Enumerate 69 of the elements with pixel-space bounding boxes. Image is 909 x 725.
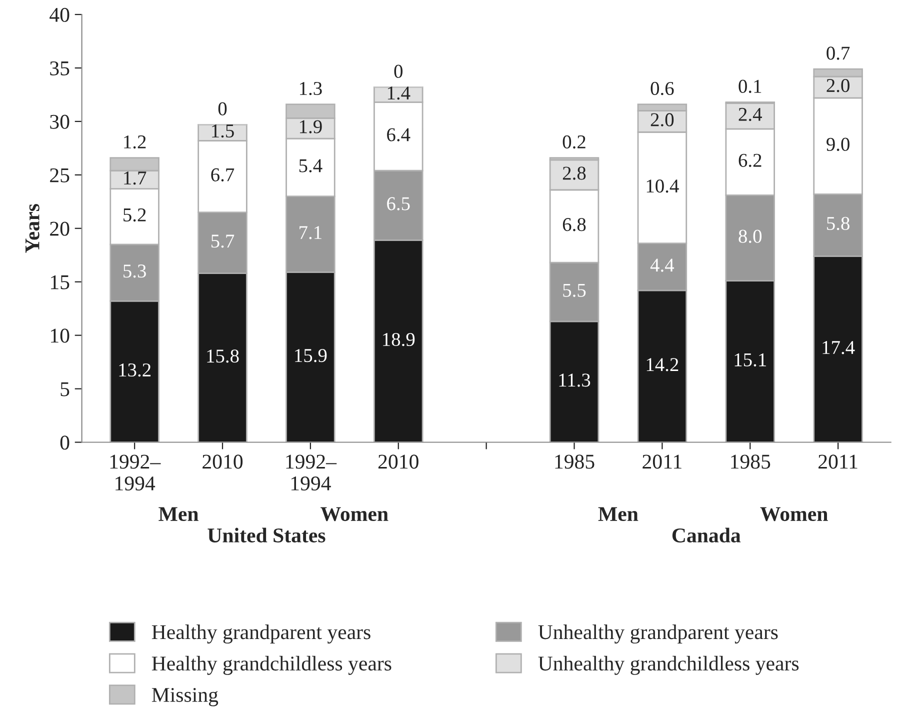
data-label: 5.3 [124,264,146,278]
data-label: 15.1 [734,353,766,366]
x-tick-label: 1985 [555,454,594,469]
data-label: 2.0 [650,113,674,126]
y-tick-label: 20 [50,222,70,236]
data-label: 1.4 [388,86,410,100]
data-label: 8.0 [738,230,762,243]
y-tick-label: 30 [50,114,70,129]
data-label: 6.4 [387,128,410,142]
data-label: 1.7 [124,172,146,185]
data-label: 2.4 [738,108,762,122]
data-label: 7.1 [300,226,322,240]
data-label: 5.5 [563,284,586,297]
x-tick-label: 1985 [731,454,770,469]
legend-label: Unhealthy grandchildless years [538,656,799,675]
data-label: 9.0 [826,138,850,151]
text: Canada [672,528,741,542]
y-tick-label: 25 [50,168,70,182]
y-tick-label: 5 [60,382,70,396]
data-label: 18.9 [383,332,415,346]
data-label: 1.3 [300,82,322,96]
y-tick-label: 15 [51,275,70,290]
x-tick-label: 2010 [202,454,243,469]
x-tick-label: 1992– 1994 [286,454,337,490]
data-label: 5.4 [299,159,322,172]
data-label: 0.2 [562,135,586,149]
data-label: 13.2 [119,363,151,377]
data-label: 0.6 [650,82,674,96]
data-label: 10.4 [646,179,679,193]
y-tick-label: 40 [50,8,70,22]
legend-label: Unhealthy grandparent years [538,624,778,644]
data-label: 2.0 [826,78,850,92]
y-tick-label: 35 [50,61,70,76]
data-label: 5.7 [211,234,234,248]
data-label: 4.4 [650,258,674,272]
data-label: 5.2 [124,208,146,222]
data-label: 14.2 [646,358,678,372]
data-label: 1.5 [212,124,234,138]
data-label: 1.2 [124,135,146,149]
text: Women [760,507,828,522]
data-label: 15.8 [207,350,239,363]
text: Men [158,507,198,522]
y-tick-label: 0 [60,436,70,450]
data-label: 0 [394,64,402,78]
data-label: 17.4 [822,341,855,354]
x-tick-label: 2011 [642,454,682,469]
data-label: 11.3 [559,374,590,387]
x-tick-label: 2010 [378,454,418,469]
data-label: 0 [218,102,227,116]
data-label: 6.7 [211,168,234,182]
legend-label: Healthy grandparent years [152,624,370,644]
x-tick-label: 2011 [818,454,858,469]
data-label: 1.9 [300,120,322,134]
data-label: 6.5 [387,197,410,210]
text: Men [598,507,638,522]
y-axis-title: Years [26,204,40,253]
data-label: 0.1 [738,80,762,93]
data-label: 2.8 [562,166,586,180]
data-label: 5.8 [827,216,850,230]
x-tick-label: 1992– 1994 [110,454,161,490]
y-tick-label: 10 [51,328,70,343]
legend-label: Healthy grandchildless years [152,656,392,675]
data-label: 0.7 [826,46,850,60]
text: Women [320,507,388,522]
data-label: 6.8 [562,218,586,232]
legend-label: Missing [152,688,218,706]
data-label: 6.2 [738,154,762,168]
text: United States [208,528,326,542]
data-label: 15.9 [295,349,327,362]
